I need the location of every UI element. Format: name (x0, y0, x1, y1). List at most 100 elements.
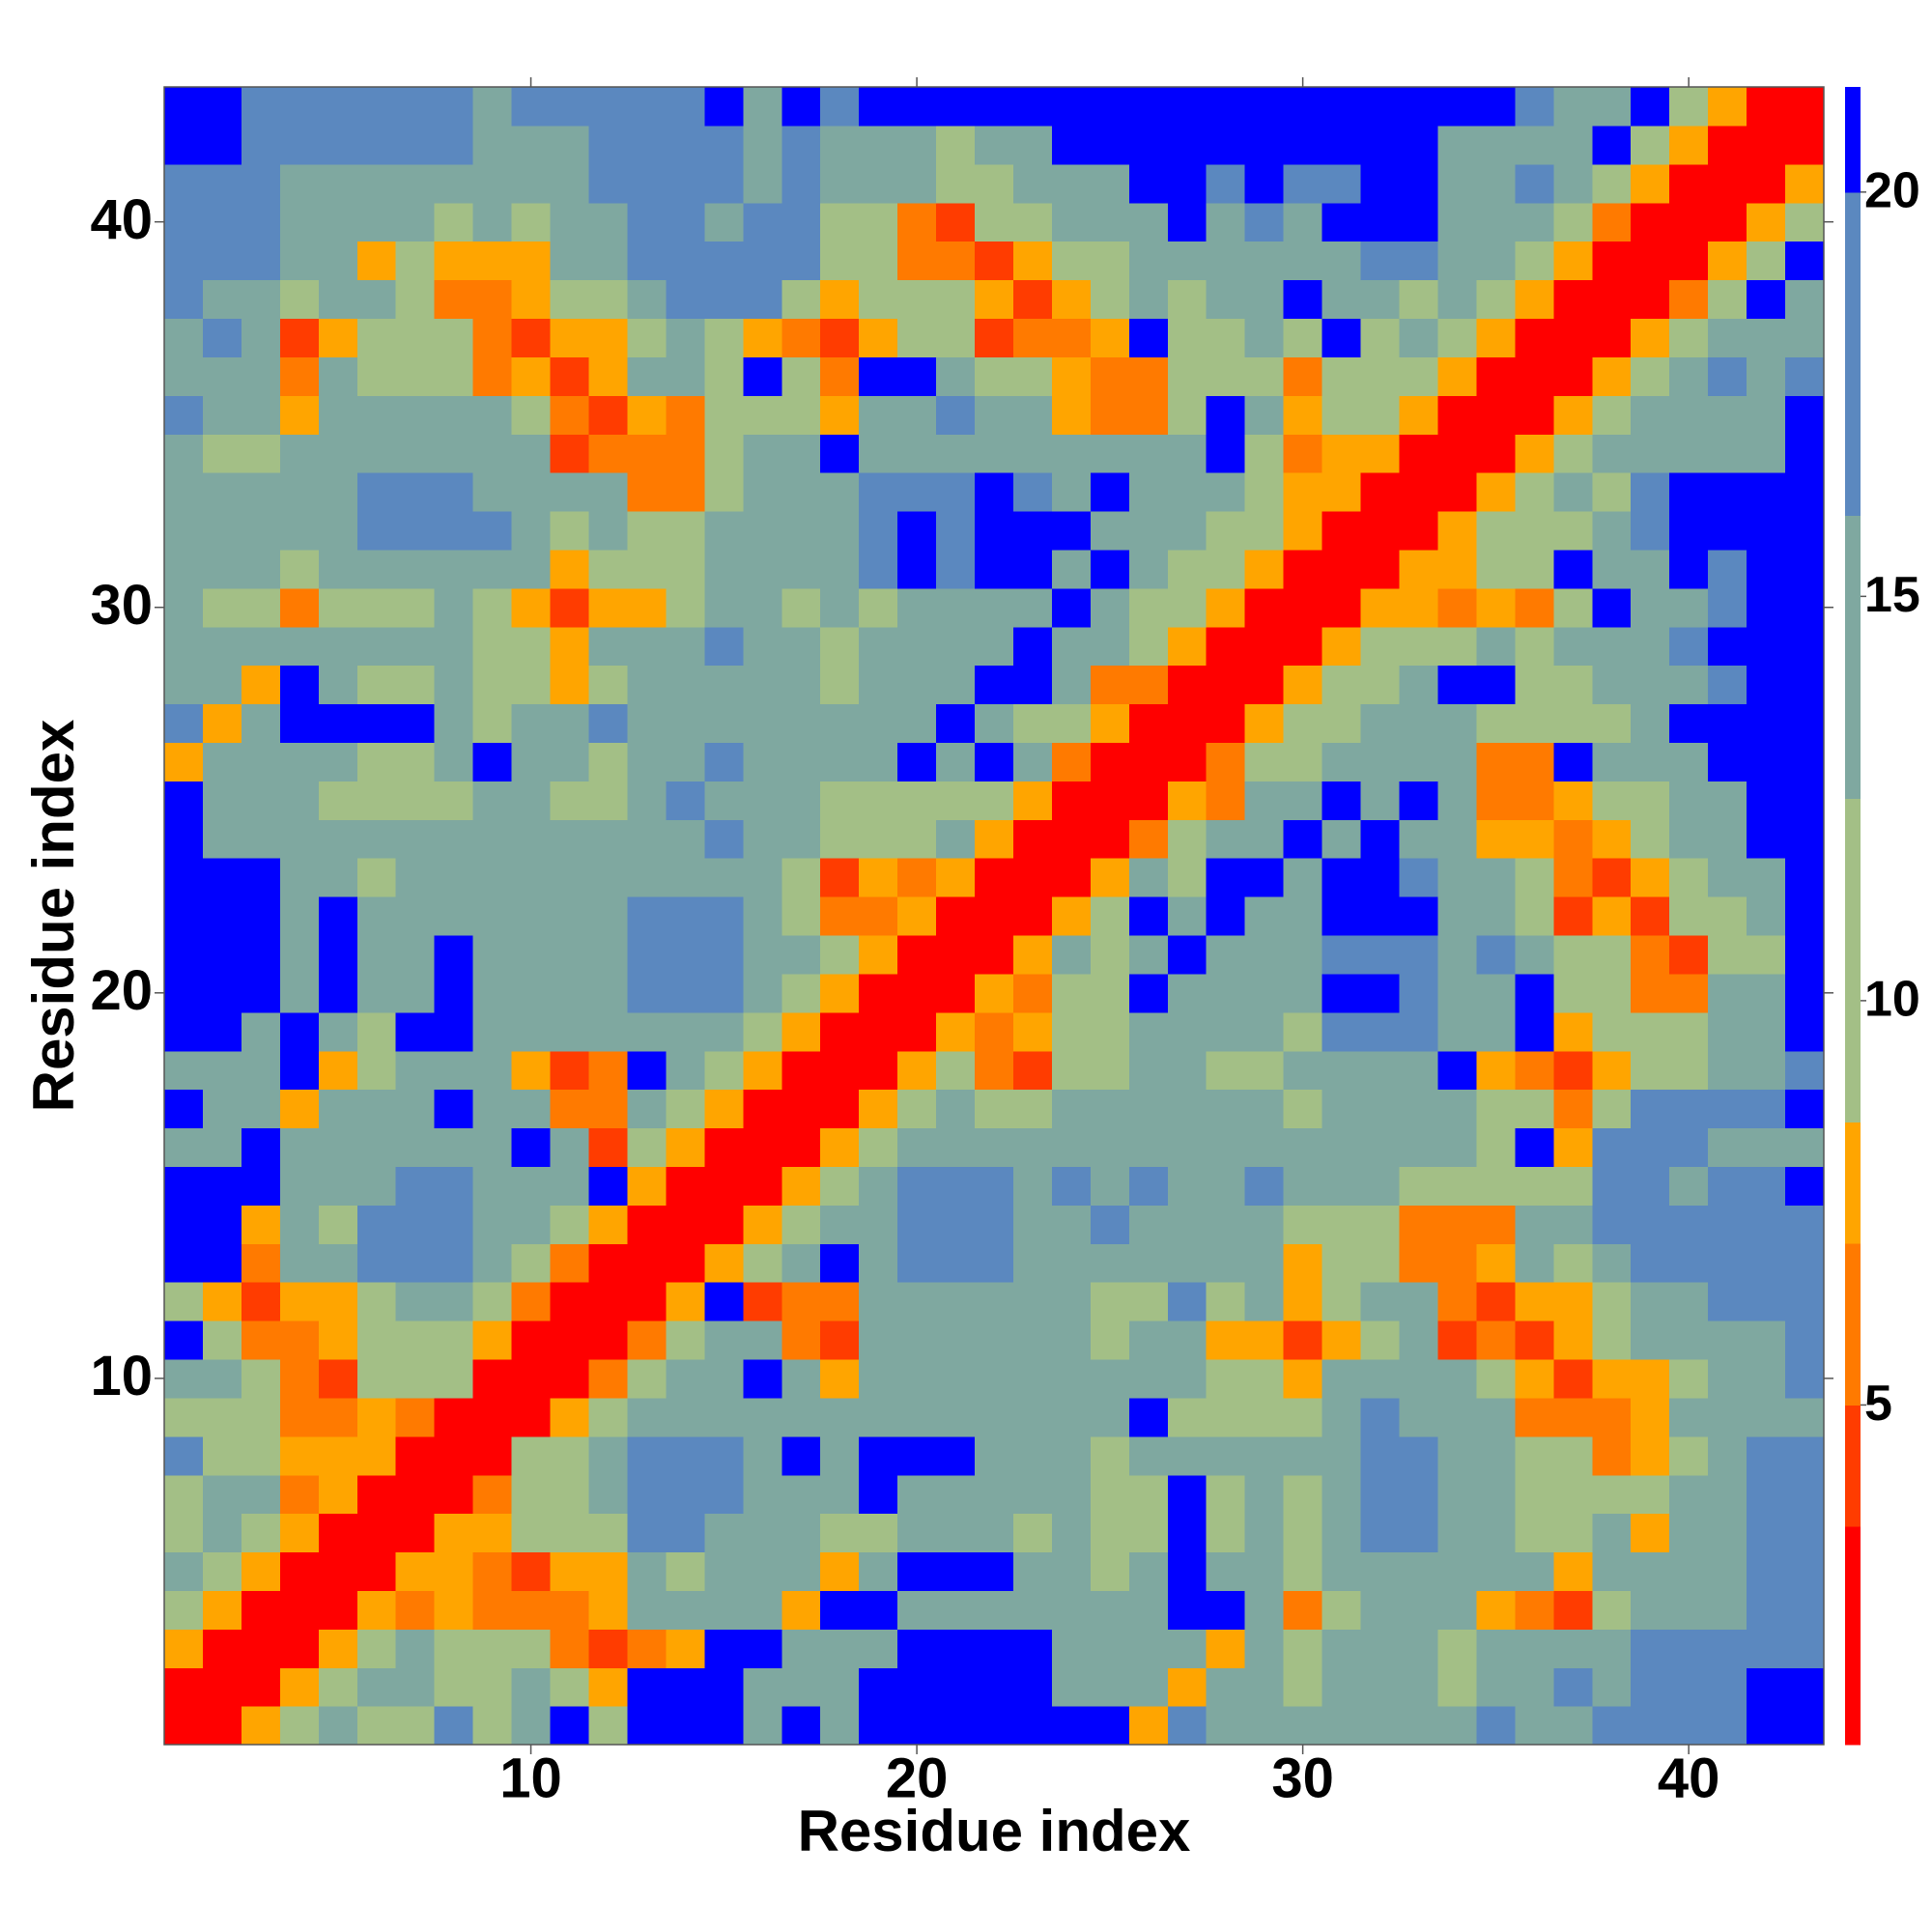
heatmap-cell (1244, 819, 1285, 859)
heatmap-cell (1399, 241, 1439, 281)
heatmap-cell (1747, 395, 1786, 435)
heatmap-cell (666, 626, 705, 667)
heatmap-cell (936, 1358, 976, 1399)
heatmap-cell (1785, 1551, 1825, 1591)
heatmap-cell (859, 1205, 898, 1244)
heatmap-cell (820, 626, 860, 667)
heatmap-cell (1399, 1127, 1439, 1167)
heatmap-cell (395, 395, 436, 435)
heatmap-cell (1437, 202, 1478, 242)
colorbar-segment (1845, 1525, 1861, 1746)
heatmap-cell (1167, 472, 1208, 512)
heatmap-cell (1128, 163, 1169, 204)
heatmap-cell (1437, 896, 1478, 936)
heatmap-cell (1321, 781, 1362, 820)
colorbar-segment (1845, 87, 1861, 193)
heatmap-cell (1012, 587, 1053, 628)
heatmap-cell (704, 1474, 744, 1515)
heatmap-cell (279, 1397, 320, 1437)
heatmap-cell (1708, 742, 1747, 781)
heatmap-cell (1244, 395, 1285, 435)
heatmap-cell (820, 703, 860, 744)
heatmap-cell (164, 87, 204, 127)
heatmap-cell (472, 1706, 513, 1746)
heatmap-cell (1167, 703, 1208, 744)
heatmap-cell (472, 1358, 513, 1399)
heatmap-cell (1167, 356, 1208, 396)
heatmap-cell (472, 1474, 513, 1515)
heatmap-cell (1399, 163, 1439, 204)
heatmap-cell (318, 1629, 358, 1668)
heatmap-cell (1360, 1706, 1401, 1746)
heatmap-cell (1360, 395, 1401, 435)
heatmap-cell (202, 87, 242, 127)
heatmap-cell (897, 356, 937, 396)
heatmap-cell (820, 1513, 860, 1553)
heatmap-cell (241, 1397, 281, 1437)
heatmap-cell (1515, 1127, 1554, 1167)
heatmap-cell (1051, 125, 1092, 165)
heatmap-cell (395, 1706, 436, 1746)
heatmap-cell (1785, 472, 1825, 512)
heatmap-cell (1090, 1243, 1130, 1283)
heatmap-cell (704, 1435, 744, 1476)
heatmap-cell (356, 781, 397, 820)
heatmap-cell (550, 510, 590, 551)
heatmap-cell (1283, 434, 1323, 473)
heatmap-cell (1321, 1551, 1362, 1591)
heatmap-cell (859, 781, 898, 820)
heatmap-cell (434, 1166, 474, 1206)
heatmap-cell (1206, 279, 1246, 320)
heatmap-cell (743, 665, 782, 705)
heatmap-cell (511, 395, 552, 435)
heatmap-cell (1051, 1243, 1092, 1283)
heatmap-cell (936, 1205, 976, 1244)
heatmap-cell (1167, 1551, 1208, 1591)
heatmap-cell (1283, 934, 1323, 975)
heatmap-cell (975, 279, 1014, 320)
heatmap-cell (1399, 125, 1439, 165)
heatmap-cell (395, 858, 436, 897)
heatmap-cell (1785, 318, 1825, 357)
heatmap-cell (1785, 1706, 1825, 1746)
heatmap-cell (820, 1243, 860, 1283)
heatmap-cell (1283, 896, 1323, 936)
heatmap-cell (511, 742, 552, 781)
heatmap-cell (897, 279, 937, 320)
heatmap-cell (627, 1474, 667, 1515)
heatmap-cell (1399, 395, 1439, 435)
heatmap-cell (781, 934, 821, 975)
heatmap-cell (1476, 1474, 1516, 1515)
heatmap-cell (395, 510, 436, 551)
heatmap-cell (1399, 742, 1439, 781)
heatmap-cell (1631, 1321, 1670, 1360)
heatmap-cell (1244, 858, 1285, 897)
heatmap-cell (202, 1050, 242, 1091)
heatmap-cell (1128, 934, 1169, 975)
heatmap-cell (975, 510, 1014, 551)
heatmap-cell (975, 934, 1014, 975)
heatmap-cell (897, 896, 937, 936)
heatmap-cell (859, 934, 898, 975)
heatmap-cell (1012, 1205, 1053, 1244)
heatmap-cell (318, 125, 358, 165)
heatmap-cell (279, 1435, 320, 1476)
heatmap-cell (279, 1243, 320, 1283)
heatmap-cell (1283, 1590, 1323, 1630)
heatmap-cell (1708, 587, 1747, 628)
heatmap-cell (1090, 1166, 1130, 1206)
colorbar-segment (1845, 515, 1861, 800)
heatmap-cell (936, 626, 976, 667)
heatmap-cell (1437, 434, 1478, 473)
heatmap-cell (318, 163, 358, 204)
heatmap-cell (781, 549, 821, 589)
heatmap-cell (1476, 1050, 1516, 1091)
heatmap-cell (472, 1397, 513, 1437)
heatmap-cell (1167, 626, 1208, 667)
heatmap-cell (820, 1282, 860, 1321)
heatmap-cell (588, 395, 629, 435)
heatmap-cell (1515, 934, 1554, 975)
heatmap-cell (1321, 356, 1362, 396)
heatmap-cell (666, 896, 705, 936)
heatmap-cell (164, 973, 204, 1013)
